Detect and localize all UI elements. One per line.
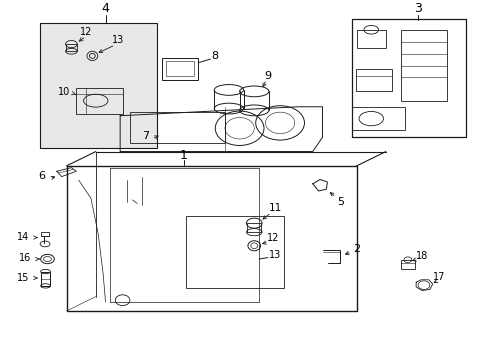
Text: 16: 16 <box>19 253 31 263</box>
Text: 2: 2 <box>352 244 360 254</box>
Text: 6: 6 <box>39 171 45 181</box>
Bar <box>41 271 50 286</box>
Bar <box>40 23 157 148</box>
Text: 7: 7 <box>142 131 149 141</box>
Text: 5: 5 <box>336 197 344 207</box>
Text: 12: 12 <box>266 233 278 243</box>
Text: 10: 10 <box>58 87 70 98</box>
Bar <box>356 30 385 48</box>
Bar <box>165 61 193 76</box>
Text: 17: 17 <box>432 272 445 282</box>
Text: 9: 9 <box>264 71 271 81</box>
Text: 14: 14 <box>17 232 29 242</box>
Text: 15: 15 <box>17 273 29 283</box>
Bar <box>41 232 49 237</box>
Text: 8: 8 <box>211 50 218 60</box>
Bar <box>130 112 224 143</box>
Bar <box>355 69 391 91</box>
Text: 3: 3 <box>413 3 421 15</box>
Bar <box>161 58 198 80</box>
Text: 13: 13 <box>111 36 123 45</box>
Bar <box>247 223 261 232</box>
Text: 18: 18 <box>415 251 427 261</box>
Text: 12: 12 <box>80 27 92 37</box>
Bar <box>400 30 446 102</box>
Bar <box>400 260 414 269</box>
Bar <box>185 216 283 288</box>
Text: 1: 1 <box>179 149 187 162</box>
Text: 11: 11 <box>268 203 281 213</box>
Bar <box>76 88 122 113</box>
Bar <box>65 44 77 51</box>
Text: 13: 13 <box>268 251 280 260</box>
Bar <box>351 107 405 130</box>
Text: 4: 4 <box>102 3 109 15</box>
